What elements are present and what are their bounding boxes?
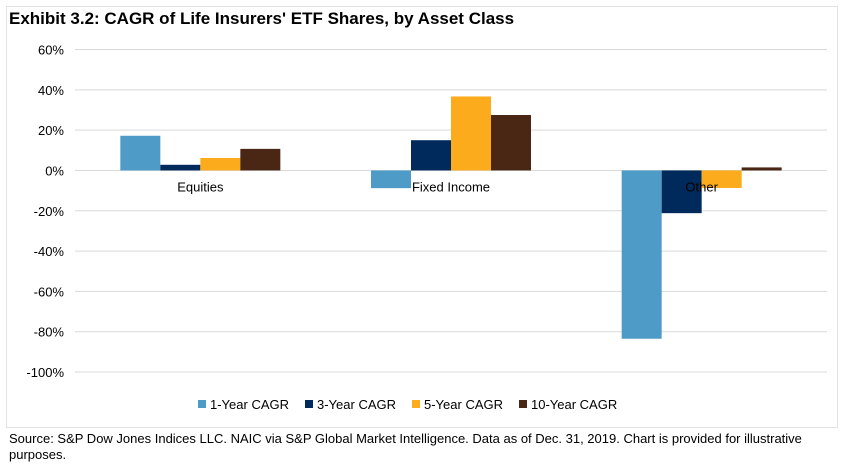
legend-label: 5-Year CAGR	[424, 397, 503, 412]
y-tick-label: 60%	[38, 43, 64, 58]
chart-title: Exhibit 3.2: CAGR of Life Insurers' ETF …	[9, 9, 515, 28]
x-category-label: Other	[685, 179, 718, 194]
bar-5-year-cagr	[200, 157, 241, 171]
x-category-label: Equities	[177, 179, 224, 194]
y-tick-label: -80%	[34, 325, 65, 340]
legend-swatch	[198, 400, 206, 408]
bar-1-year-cagr	[621, 170, 662, 339]
y-tick-label: 0%	[45, 163, 64, 178]
y-tick-label: -40%	[34, 244, 65, 259]
y-tick-label: -60%	[34, 284, 65, 299]
legend-label: 1-Year CAGR	[210, 397, 289, 412]
bar-10-year-cagr	[491, 115, 531, 171]
bar-1-year-cagr	[120, 135, 161, 171]
source-note: Source: S&P Dow Jones Indices LLC. NAIC …	[9, 431, 802, 462]
bar-5-year-cagr	[701, 170, 742, 188]
x-category-label: Fixed Income	[412, 179, 490, 194]
legend-label: 3-Year CAGR	[317, 397, 396, 412]
y-tick-label: 20%	[38, 123, 64, 138]
bar-5-year-cagr	[451, 96, 491, 171]
bar-10-year-cagr	[741, 167, 782, 171]
y-tick-label: 40%	[38, 83, 64, 98]
bar-3-year-cagr	[661, 170, 702, 214]
legend-swatch	[519, 400, 527, 408]
legend-label: 10-Year CAGR	[531, 397, 617, 412]
chart-frame	[6, 6, 838, 428]
bar-3-year-cagr	[411, 140, 451, 171]
y-tick-label: -100%	[26, 365, 64, 380]
legend-swatch	[412, 400, 420, 408]
bar-3-year-cagr	[160, 164, 201, 171]
bar-1-year-cagr	[371, 170, 411, 189]
bar-chart: 60% 40% 20% 0% -20% -40% -60% -80% -100% Equities…	[26, 43, 827, 412]
legend-swatch	[305, 400, 313, 408]
bar-10-year-cagr	[240, 148, 281, 171]
y-tick-label: -20%	[34, 204, 65, 219]
